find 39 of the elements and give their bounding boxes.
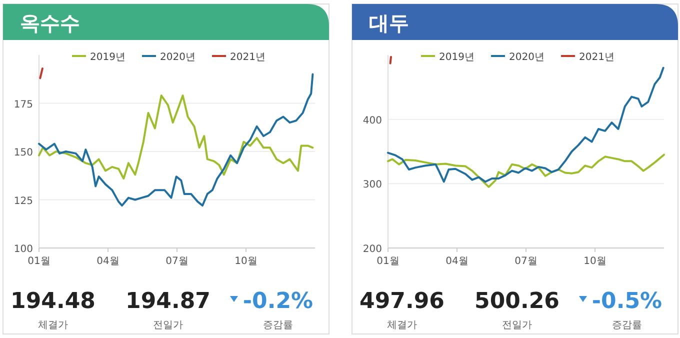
chart-title: 대두	[369, 11, 409, 35]
legend-label: 2019년	[439, 52, 474, 63]
line-series	[38, 94, 314, 180]
x-tick-label: 07월	[514, 256, 538, 267]
legend-label: 2019년	[90, 52, 126, 63]
text: 194.48	[10, 289, 96, 314]
text: -0.2%	[242, 289, 314, 314]
x-tick-label: 01월	[376, 256, 400, 267]
text: 증감률	[263, 320, 293, 331]
text: 증감률	[612, 320, 642, 331]
line-series	[387, 154, 665, 188]
y-tick-label: 200	[362, 244, 382, 255]
text: 체결가	[387, 320, 417, 331]
text: 전일가	[502, 320, 532, 331]
text: 체결가	[38, 320, 68, 331]
x-tick-label: 04월	[446, 256, 468, 267]
y-tick-label: 100	[14, 244, 33, 255]
text: 전일가	[153, 320, 183, 331]
text: 194.87	[126, 289, 210, 314]
legend-label: 2020년	[160, 52, 196, 63]
y-tick-label: 175	[14, 99, 33, 110]
x-tick-label: 10월	[234, 256, 258, 267]
text: 497.96	[360, 289, 444, 314]
legend-label: 2020년	[509, 52, 544, 63]
line-series	[387, 66, 664, 183]
y-tick-label: 400	[362, 115, 382, 126]
x-tick-label: 07월	[166, 256, 188, 267]
x-tick-label: 10월	[584, 256, 606, 267]
text: 500.26	[474, 289, 560, 314]
x-tick-label: 04월	[96, 256, 120, 267]
text: -0.5%	[592, 289, 662, 314]
line-series	[38, 73, 314, 207]
legend-label: 2021년	[579, 52, 614, 63]
y-tick-label: 150	[14, 148, 33, 158]
y-tick-label: 300	[362, 180, 382, 191]
legend-label: 2021년	[230, 52, 266, 63]
chart-title: 옥수수	[20, 11, 80, 35]
y-tick-label: 125	[14, 196, 33, 207]
x-tick-label: 01월	[28, 256, 50, 267]
